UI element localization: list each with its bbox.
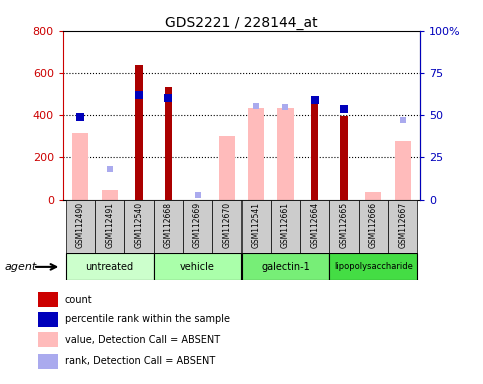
Text: agent: agent <box>5 262 37 272</box>
Bar <box>271 200 300 253</box>
Text: GSM112669: GSM112669 <box>193 202 202 248</box>
Bar <box>329 200 359 253</box>
Text: percentile rank within the sample: percentile rank within the sample <box>65 314 229 324</box>
Bar <box>341 116 348 200</box>
Text: GSM112665: GSM112665 <box>340 202 349 248</box>
Text: GSM112668: GSM112668 <box>164 202 173 248</box>
Bar <box>277 108 294 200</box>
Text: GSM112490: GSM112490 <box>76 202 85 248</box>
Bar <box>300 200 329 253</box>
Text: GSM112541: GSM112541 <box>252 202 261 248</box>
Bar <box>101 190 118 200</box>
Bar <box>135 65 142 200</box>
Text: GSM112666: GSM112666 <box>369 202 378 248</box>
Bar <box>38 354 58 369</box>
Text: vehicle: vehicle <box>180 262 215 272</box>
Text: GSM112540: GSM112540 <box>134 202 143 248</box>
Bar <box>95 200 124 253</box>
Bar <box>38 332 58 347</box>
Text: galectin-1: galectin-1 <box>261 262 310 272</box>
Bar <box>311 103 318 200</box>
Text: untreated: untreated <box>85 262 134 272</box>
Bar <box>329 253 417 280</box>
Bar <box>212 200 242 253</box>
Bar <box>242 253 329 280</box>
Bar <box>242 200 271 253</box>
Text: GSM112661: GSM112661 <box>281 202 290 248</box>
Bar <box>66 253 154 280</box>
Bar <box>248 108 264 200</box>
Bar <box>219 136 235 200</box>
Bar <box>38 292 58 308</box>
Bar <box>66 200 95 253</box>
Bar <box>365 192 382 200</box>
Bar <box>72 133 88 200</box>
Text: GSM112667: GSM112667 <box>398 202 407 248</box>
Bar <box>38 312 58 327</box>
Bar <box>165 87 172 200</box>
Text: value, Detection Call = ABSENT: value, Detection Call = ABSENT <box>65 334 220 344</box>
Bar <box>388 200 417 253</box>
Text: GSM112491: GSM112491 <box>105 202 114 248</box>
Text: GSM112664: GSM112664 <box>310 202 319 248</box>
Bar <box>359 200 388 253</box>
Bar <box>395 141 411 200</box>
Text: lipopolysaccharide: lipopolysaccharide <box>334 262 413 271</box>
Text: count: count <box>65 295 92 305</box>
Bar <box>183 200 212 253</box>
Bar <box>154 200 183 253</box>
Bar <box>154 253 242 280</box>
Text: rank, Detection Call = ABSENT: rank, Detection Call = ABSENT <box>65 356 215 366</box>
Title: GDS2221 / 228144_at: GDS2221 / 228144_at <box>165 16 318 30</box>
Text: GSM112670: GSM112670 <box>222 202 231 248</box>
Bar <box>124 200 154 253</box>
